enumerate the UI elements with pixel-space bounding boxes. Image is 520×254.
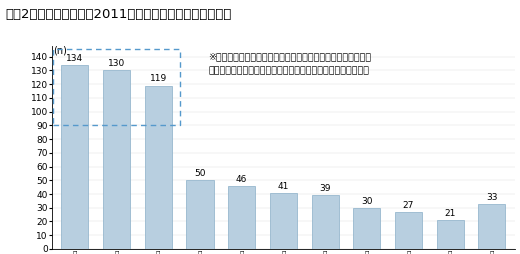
Text: 27: 27 [403,201,414,210]
Text: (n): (n) [53,46,67,56]
Bar [353,208,380,249]
Bar [478,204,505,249]
Text: 130: 130 [108,59,125,68]
Bar [187,180,214,249]
Text: 仕事の標準化、マニュアル化など」と例示し、回答を得た。: 仕事の標準化、マニュアル化など」と例示し、回答を得た。 [209,66,369,75]
Bar [103,70,130,249]
Bar [270,193,297,249]
Text: ※「仕事の見える化」について、本調査票では、「情報共有、: ※「仕事の見える化」について、本調査票では、「情報共有、 [209,53,371,61]
Bar [145,86,172,249]
Text: 21: 21 [445,209,456,218]
Text: 33: 33 [486,193,498,202]
Text: 30: 30 [361,197,372,206]
Text: 119: 119 [150,74,167,84]
Text: 39: 39 [319,184,331,193]
Bar [395,212,422,249]
Bar [228,186,255,249]
Text: 41: 41 [278,182,289,190]
Text: 134: 134 [67,54,84,63]
Text: 46: 46 [236,175,248,184]
Bar [311,195,339,249]
Bar [61,65,88,249]
Bar [437,220,464,249]
Text: 図表2　震災前に比べて2011年夏期に取組を進めた企業数: 図表2 震災前に比べて2011年夏期に取組を進めた企業数 [5,8,231,21]
Text: 50: 50 [194,169,206,178]
